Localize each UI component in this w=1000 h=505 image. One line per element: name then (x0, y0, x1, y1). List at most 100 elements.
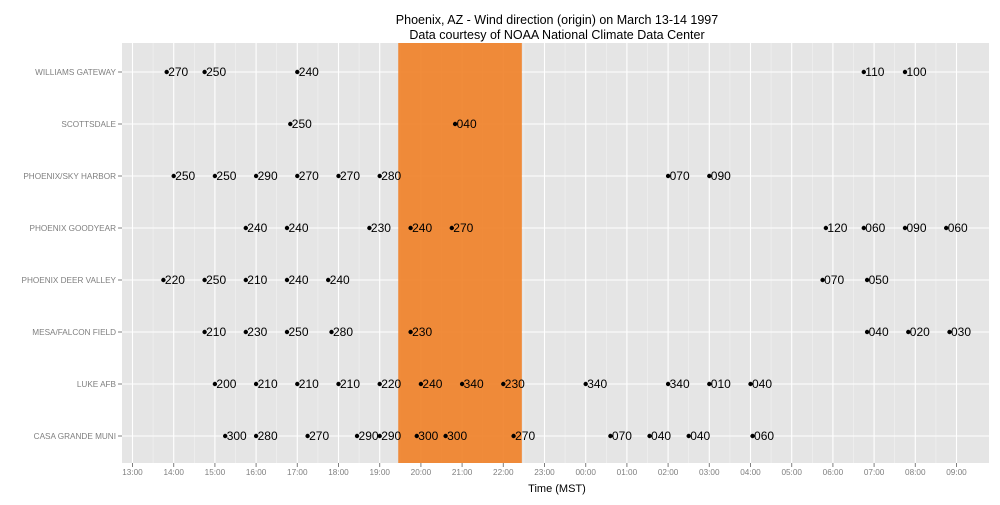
data-label: 090 (711, 169, 731, 183)
data-label: 270 (299, 169, 319, 183)
data-label: 040 (869, 325, 889, 339)
data-point (171, 173, 176, 179)
x-tick-label: 04:00 (740, 468, 761, 477)
data-point (665, 173, 671, 179)
data-point (748, 381, 753, 387)
highlight-band (398, 43, 522, 463)
data-point (823, 225, 829, 231)
y-tick-label: PHOENIX GOODYEAR (30, 224, 117, 233)
data-label: 010 (711, 377, 731, 391)
data-point (202, 329, 207, 335)
data-point (583, 381, 588, 387)
data-point (452, 121, 458, 127)
data-point (253, 381, 259, 387)
x-tick-label: 05:00 (781, 468, 802, 477)
data-label: 220 (165, 273, 185, 287)
data-point (408, 329, 413, 335)
data-label: 250 (206, 65, 226, 79)
data-point (243, 329, 248, 335)
data-point (820, 277, 825, 283)
data-point (305, 433, 310, 439)
data-point (329, 329, 334, 335)
data-label: 300 (418, 429, 438, 443)
data-label: 210 (206, 325, 226, 339)
data-label: 230 (371, 221, 391, 235)
x-tick-label: 23:00 (534, 468, 555, 477)
data-point (377, 433, 382, 439)
data-label: 240 (412, 221, 432, 235)
data-label: 290 (381, 429, 401, 443)
data-point (161, 277, 166, 283)
data-label: 280 (333, 325, 353, 339)
x-tick-label: 18:00 (328, 468, 349, 477)
x-tick-label: 14:00 (163, 468, 184, 477)
data-label: 060 (865, 221, 885, 235)
data-label: 340 (464, 377, 484, 391)
data-point (243, 225, 248, 231)
data-label: 290 (258, 169, 278, 183)
data-label: 240 (299, 65, 319, 79)
data-label: 240 (247, 221, 267, 235)
data-point (377, 173, 382, 179)
data-label: 040 (651, 429, 671, 443)
y-tick-label: PHOENIX/SKY HARBOR (23, 172, 116, 181)
data-point (284, 277, 290, 283)
data-label: 270 (453, 221, 473, 235)
data-point (326, 277, 331, 283)
data-label: 270 (309, 429, 329, 443)
x-tick-label: 07:00 (864, 468, 885, 477)
data-point (336, 173, 341, 179)
data-point (459, 381, 465, 387)
data-label: 240 (330, 273, 350, 287)
data-label: 210 (247, 273, 267, 287)
data-label: 240 (289, 221, 309, 235)
data-point (449, 225, 454, 231)
x-tick-label: 15:00 (205, 468, 226, 477)
y-tick-label: LUKE AFB (77, 380, 117, 389)
data-label: 210 (258, 377, 278, 391)
data-label: 040 (752, 377, 772, 391)
data-point (686, 433, 691, 439)
data-point (511, 433, 516, 439)
data-point (243, 277, 248, 283)
data-label: 250 (216, 169, 236, 183)
data-point (647, 433, 652, 439)
data-point (861, 69, 866, 75)
data-label: 230 (247, 325, 267, 339)
x-tick-label: 13:00 (122, 468, 143, 477)
data-label: 270 (515, 429, 535, 443)
data-point (947, 329, 952, 335)
data-point (202, 69, 207, 75)
data-point (288, 121, 293, 127)
data-point (864, 329, 870, 335)
data-label: 280 (258, 429, 278, 443)
data-point (354, 433, 360, 439)
x-tick-label: 02:00 (658, 468, 679, 477)
data-label: 060 (754, 429, 774, 443)
data-point (902, 225, 908, 231)
data-label: 090 (907, 221, 927, 235)
data-point (408, 225, 413, 231)
data-point (864, 277, 870, 283)
x-tick-label: 06:00 (823, 468, 844, 477)
data-point (414, 433, 419, 439)
data-point (164, 69, 169, 75)
data-label: 220 (381, 377, 401, 391)
data-label: 070 (670, 169, 690, 183)
data-label: 210 (340, 377, 360, 391)
data-point (944, 225, 949, 231)
x-tick-label: 16:00 (246, 468, 267, 477)
data-point (253, 433, 259, 439)
data-point (443, 433, 448, 439)
data-label: 120 (827, 221, 847, 235)
x-tick-label: 21:00 (452, 468, 473, 477)
data-point (295, 69, 300, 75)
data-point (861, 225, 866, 231)
data-point (501, 381, 506, 387)
plot-panel (122, 43, 989, 463)
data-point (707, 173, 712, 179)
data-point (608, 433, 613, 439)
data-label: 030 (951, 325, 971, 339)
data-label: 230 (505, 377, 525, 391)
